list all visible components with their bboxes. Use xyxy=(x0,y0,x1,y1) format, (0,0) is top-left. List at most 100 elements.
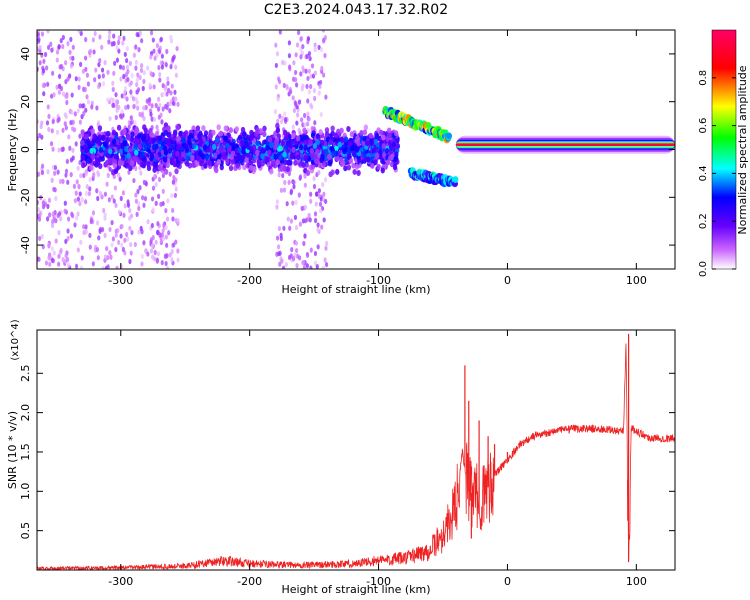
spectrogram-cell xyxy=(172,130,178,137)
spectrogram-cell xyxy=(95,220,100,226)
spectrogram-cell xyxy=(52,250,56,256)
spectrogram-cell xyxy=(307,51,312,57)
spectrogram-cell xyxy=(280,140,286,147)
spectrogram-cell xyxy=(114,202,118,208)
spectrogram-cell xyxy=(76,247,80,253)
spectrogram-cell xyxy=(146,251,150,257)
colorbar-gradient xyxy=(711,29,737,270)
spectrogram-cell xyxy=(174,186,178,192)
spectrogram-cell xyxy=(137,229,141,235)
spectrogram-cell xyxy=(283,134,289,141)
spectrogram-cell xyxy=(305,83,309,90)
spectrogram-cell xyxy=(351,151,357,158)
spectrogram-cell xyxy=(156,106,161,112)
spectrogram-cell xyxy=(124,146,129,153)
spectrogram-cell xyxy=(50,47,54,53)
spectrogram-cell xyxy=(128,60,132,67)
spectrogram-cell xyxy=(292,184,296,190)
spectrogram-cell xyxy=(299,36,303,42)
spectrogram-cell xyxy=(216,159,221,166)
spectrogram-cell xyxy=(150,254,155,260)
spectrogram-cell xyxy=(318,201,323,207)
spectrogram-cell xyxy=(67,134,71,140)
spectrogram-cell xyxy=(132,52,136,58)
spectrogram-feature-2 xyxy=(79,122,401,178)
x-tick-label: -100 xyxy=(366,274,391,287)
spectrogram-cell xyxy=(309,83,313,90)
spectrogram-cell xyxy=(37,32,40,38)
spectrogram-cell xyxy=(129,136,135,143)
spectrogram-cell xyxy=(273,139,279,146)
spectrogram-cell xyxy=(249,129,254,136)
spectrogram-cell xyxy=(318,83,322,89)
spectrogram-cell xyxy=(169,64,173,70)
spectrogram-cell xyxy=(161,172,166,179)
spectrogram-cell xyxy=(275,127,281,134)
spectrogram-cell xyxy=(326,154,332,161)
spectrogram-cell xyxy=(87,157,93,164)
spectrogram-cell xyxy=(98,190,103,197)
colorbar: 0.0 0.2 0.4 0.6 0.8 Normalized spectral ampl… xyxy=(698,29,749,277)
colorbar-ticks: 0.0 0.2 0.4 0.6 0.8 xyxy=(698,70,736,277)
spectrogram-cell xyxy=(306,155,312,162)
spectrogram-cell xyxy=(111,80,115,87)
spectrogram-cell xyxy=(152,48,156,54)
spectrogram-cell xyxy=(278,79,282,85)
spectrogram-cell xyxy=(64,172,68,178)
spectrogram-cell xyxy=(114,114,118,121)
spectrogram-cell xyxy=(292,179,296,185)
spectrogram-cell xyxy=(88,244,92,250)
spectrogram-cell xyxy=(113,168,119,175)
spectrogram-cell xyxy=(274,62,278,69)
spectrogram-cell xyxy=(291,124,295,130)
spectrogram-cell xyxy=(84,169,88,175)
spectrogram-cell xyxy=(312,142,318,149)
spectrogram-cell xyxy=(103,254,108,260)
spectrogram-cell xyxy=(47,243,51,249)
spectrogram-cell xyxy=(156,251,161,257)
spectrogram-cell xyxy=(313,120,317,126)
spectrogram-cell xyxy=(38,235,42,242)
spectrogram-cell xyxy=(355,135,360,142)
spectrogram-cell xyxy=(115,107,119,113)
spectrogram-cell xyxy=(126,76,130,83)
spectrogram-cell xyxy=(323,155,328,162)
spectrogram-cell xyxy=(149,152,154,159)
figure-title: C2E3.2024.043.17.32.R02 xyxy=(264,2,448,18)
spectrogram-cell xyxy=(56,169,60,175)
spectrogram-cell xyxy=(91,210,96,216)
spectrogram-cell xyxy=(84,229,88,235)
spectrogram-cell xyxy=(123,203,127,209)
spectrogram-cell xyxy=(362,135,367,142)
spectrogram-cell xyxy=(155,124,159,130)
spectrogram-cell xyxy=(46,169,50,175)
spectrogram-cell xyxy=(337,141,342,148)
spectrogram-cell xyxy=(280,258,284,264)
spectrogram-cell xyxy=(129,241,133,248)
spectrogram-cell xyxy=(165,137,171,144)
spectrogram-cell xyxy=(286,159,291,166)
spectrogram-cell xyxy=(359,130,364,137)
spectrogram-cell xyxy=(164,103,168,109)
spectrogram-cell xyxy=(112,33,116,39)
spectrogram-cell xyxy=(57,253,61,259)
spectrogram-cell xyxy=(343,165,348,172)
spectrogram-cell xyxy=(226,132,231,139)
spectrogram-cell xyxy=(46,203,50,209)
spectrogram-cell xyxy=(125,64,130,70)
spectrogram-cell xyxy=(108,136,114,143)
spectrogram-cell xyxy=(142,78,146,85)
spectrogram-cell xyxy=(78,119,82,125)
spectrogram-cell xyxy=(106,130,111,137)
spectrogram-cell xyxy=(234,126,239,133)
spectrogram-cell xyxy=(294,240,299,246)
spectrogram-cell xyxy=(49,41,53,47)
spectrogram-cell xyxy=(176,248,180,254)
spectrogram-cell xyxy=(114,246,118,253)
spectrogram-cell xyxy=(134,149,139,156)
spectrogram-cell xyxy=(65,257,70,263)
spectrogram-cell xyxy=(95,247,100,253)
spectrogram-cell xyxy=(312,175,316,182)
spectrogram-cell xyxy=(152,84,156,90)
spectrogram-cell xyxy=(234,155,239,162)
